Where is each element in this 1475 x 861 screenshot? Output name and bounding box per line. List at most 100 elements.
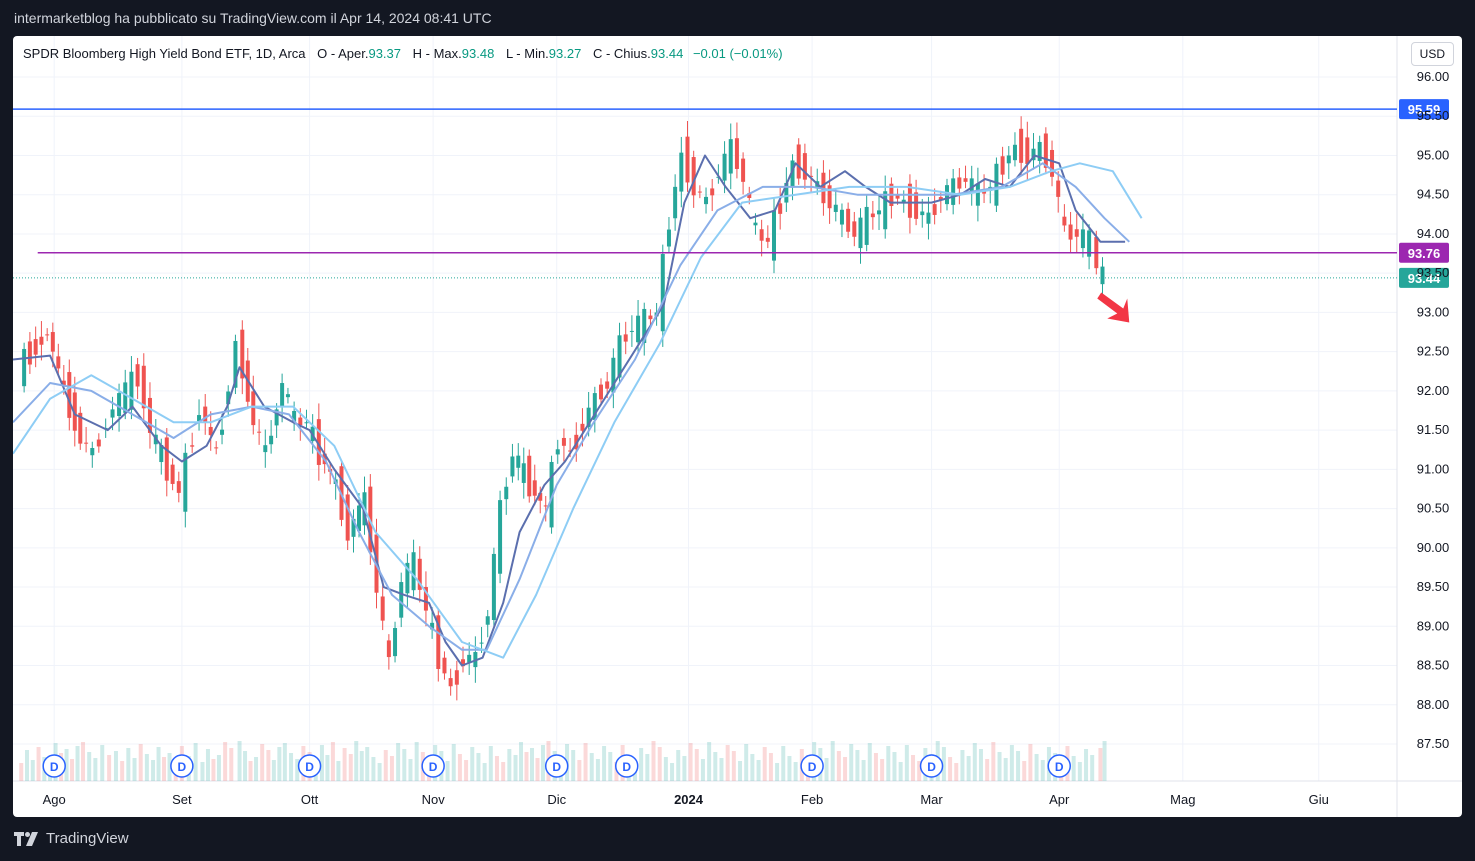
dividend-marker[interactable]: D [170,754,194,778]
volume-bar [519,742,524,781]
candle-down [423,587,428,611]
volume-bar [948,757,953,781]
volume-bar [87,752,92,781]
time-tick-label: Set [172,792,192,807]
volume-bar [830,741,835,781]
candle-down [203,406,208,423]
legend-open-label: O - Aper. [317,46,369,61]
dividend-marker-label: D [1055,760,1064,774]
volume-bar [132,758,137,781]
candle-down [78,412,83,444]
candle-up [479,642,484,644]
candle-down [907,183,912,218]
candle-up [411,552,416,591]
dividend-marker-label: D [305,760,314,774]
candle-up [274,409,279,426]
candle-up [784,182,789,203]
candle-up [592,393,597,420]
dividend-marker[interactable]: D [1047,754,1071,778]
dividend-marker[interactable]: D [544,754,569,778]
volume-bar [941,747,946,781]
currency-button[interactable]: USD [1410,42,1454,66]
candle-down [796,144,801,179]
candle-up [117,393,122,416]
dividend-marker[interactable]: D [800,754,824,778]
candle-up [994,163,999,206]
price-chart[interactable]: 95.59 93.76 93.44 96.00 95.50 95.00 94.50 94.00… [13,36,1462,817]
volume-bar [571,750,576,781]
volume-bar [501,762,506,781]
candle-down [532,480,537,496]
volume-bar [200,762,205,781]
volume-bar [682,756,687,781]
dividend-marker[interactable]: D [421,754,445,778]
volume-bar [507,749,512,781]
candle-down [527,455,532,497]
volume-bar [991,742,996,781]
volume-bar [608,752,613,781]
volume-bar [824,758,829,781]
tradingview-logo[interactable]: TradingView [14,830,129,847]
candle-down [84,442,89,444]
candle-down [1074,229,1079,237]
volume-bar [408,759,413,781]
volume-bar [589,753,594,781]
candle-down [96,439,101,447]
volume-bar [707,742,712,781]
volume-bar [81,742,86,781]
volume-bar [719,758,724,781]
volume-bar [289,753,294,781]
volume-bar [348,754,353,781]
volume-bar [645,754,650,781]
candle-down [345,494,350,541]
grid-lines [13,36,1397,781]
dividend-marker[interactable]: D [614,754,639,778]
volume-bar [193,743,198,781]
candle-up [629,330,634,332]
candle-down [147,397,152,433]
price-tick-label: 87.50 [1417,736,1450,751]
volume-bar [126,748,131,781]
volume-bar [985,759,990,781]
legend-close-value: 93.44 [650,46,684,61]
price-tick-label: 92.50 [1417,344,1450,359]
candle-up [975,183,980,206]
candle-down [1068,224,1073,240]
dividend-marker[interactable]: D [297,754,322,778]
moving-average-line-3 [13,162,1143,659]
volume-bar [787,756,792,781]
chart-panel[interactable]: 95.59 93.76 93.44 96.00 95.50 95.00 94.50 94.00… [13,36,1462,817]
dividend-marker[interactable]: D [919,754,944,778]
candle-down [298,417,303,426]
volume-bar [30,760,35,781]
candle-up [285,394,290,398]
candle-down [417,558,422,590]
candle-down [759,229,764,241]
time-axis-ticks: Ago Set Ott Nov Dic 2024 Feb Mar Apr Mag Giu [43,792,1329,807]
volume-bar [1098,748,1103,781]
last-price-label-bg [1399,267,1449,288]
chart-legend: SPDR Bloomberg High Yield Bond ETF, 1D, … [23,46,783,61]
volume-bar [482,763,487,781]
candle-down [846,208,851,232]
dividend-marker-circle [919,754,944,778]
volume-bar [583,743,588,781]
candle-down [72,392,77,431]
candle-down [765,237,770,242]
candle-down [914,192,919,219]
volume-bar [25,750,30,781]
dividend-marker[interactable]: D [42,754,66,778]
candle-up [292,410,297,422]
volume-bar [342,748,347,781]
candle-up [790,160,795,188]
candle-up [110,409,115,418]
candle-up [504,486,509,500]
candle-down [963,178,968,182]
volume-bar [271,760,276,781]
volume-bar [266,750,271,781]
candle-up [901,199,906,204]
candle-up [920,211,925,216]
candle-up [197,415,202,422]
volume-bar [336,761,341,781]
volume-bar [768,753,773,781]
